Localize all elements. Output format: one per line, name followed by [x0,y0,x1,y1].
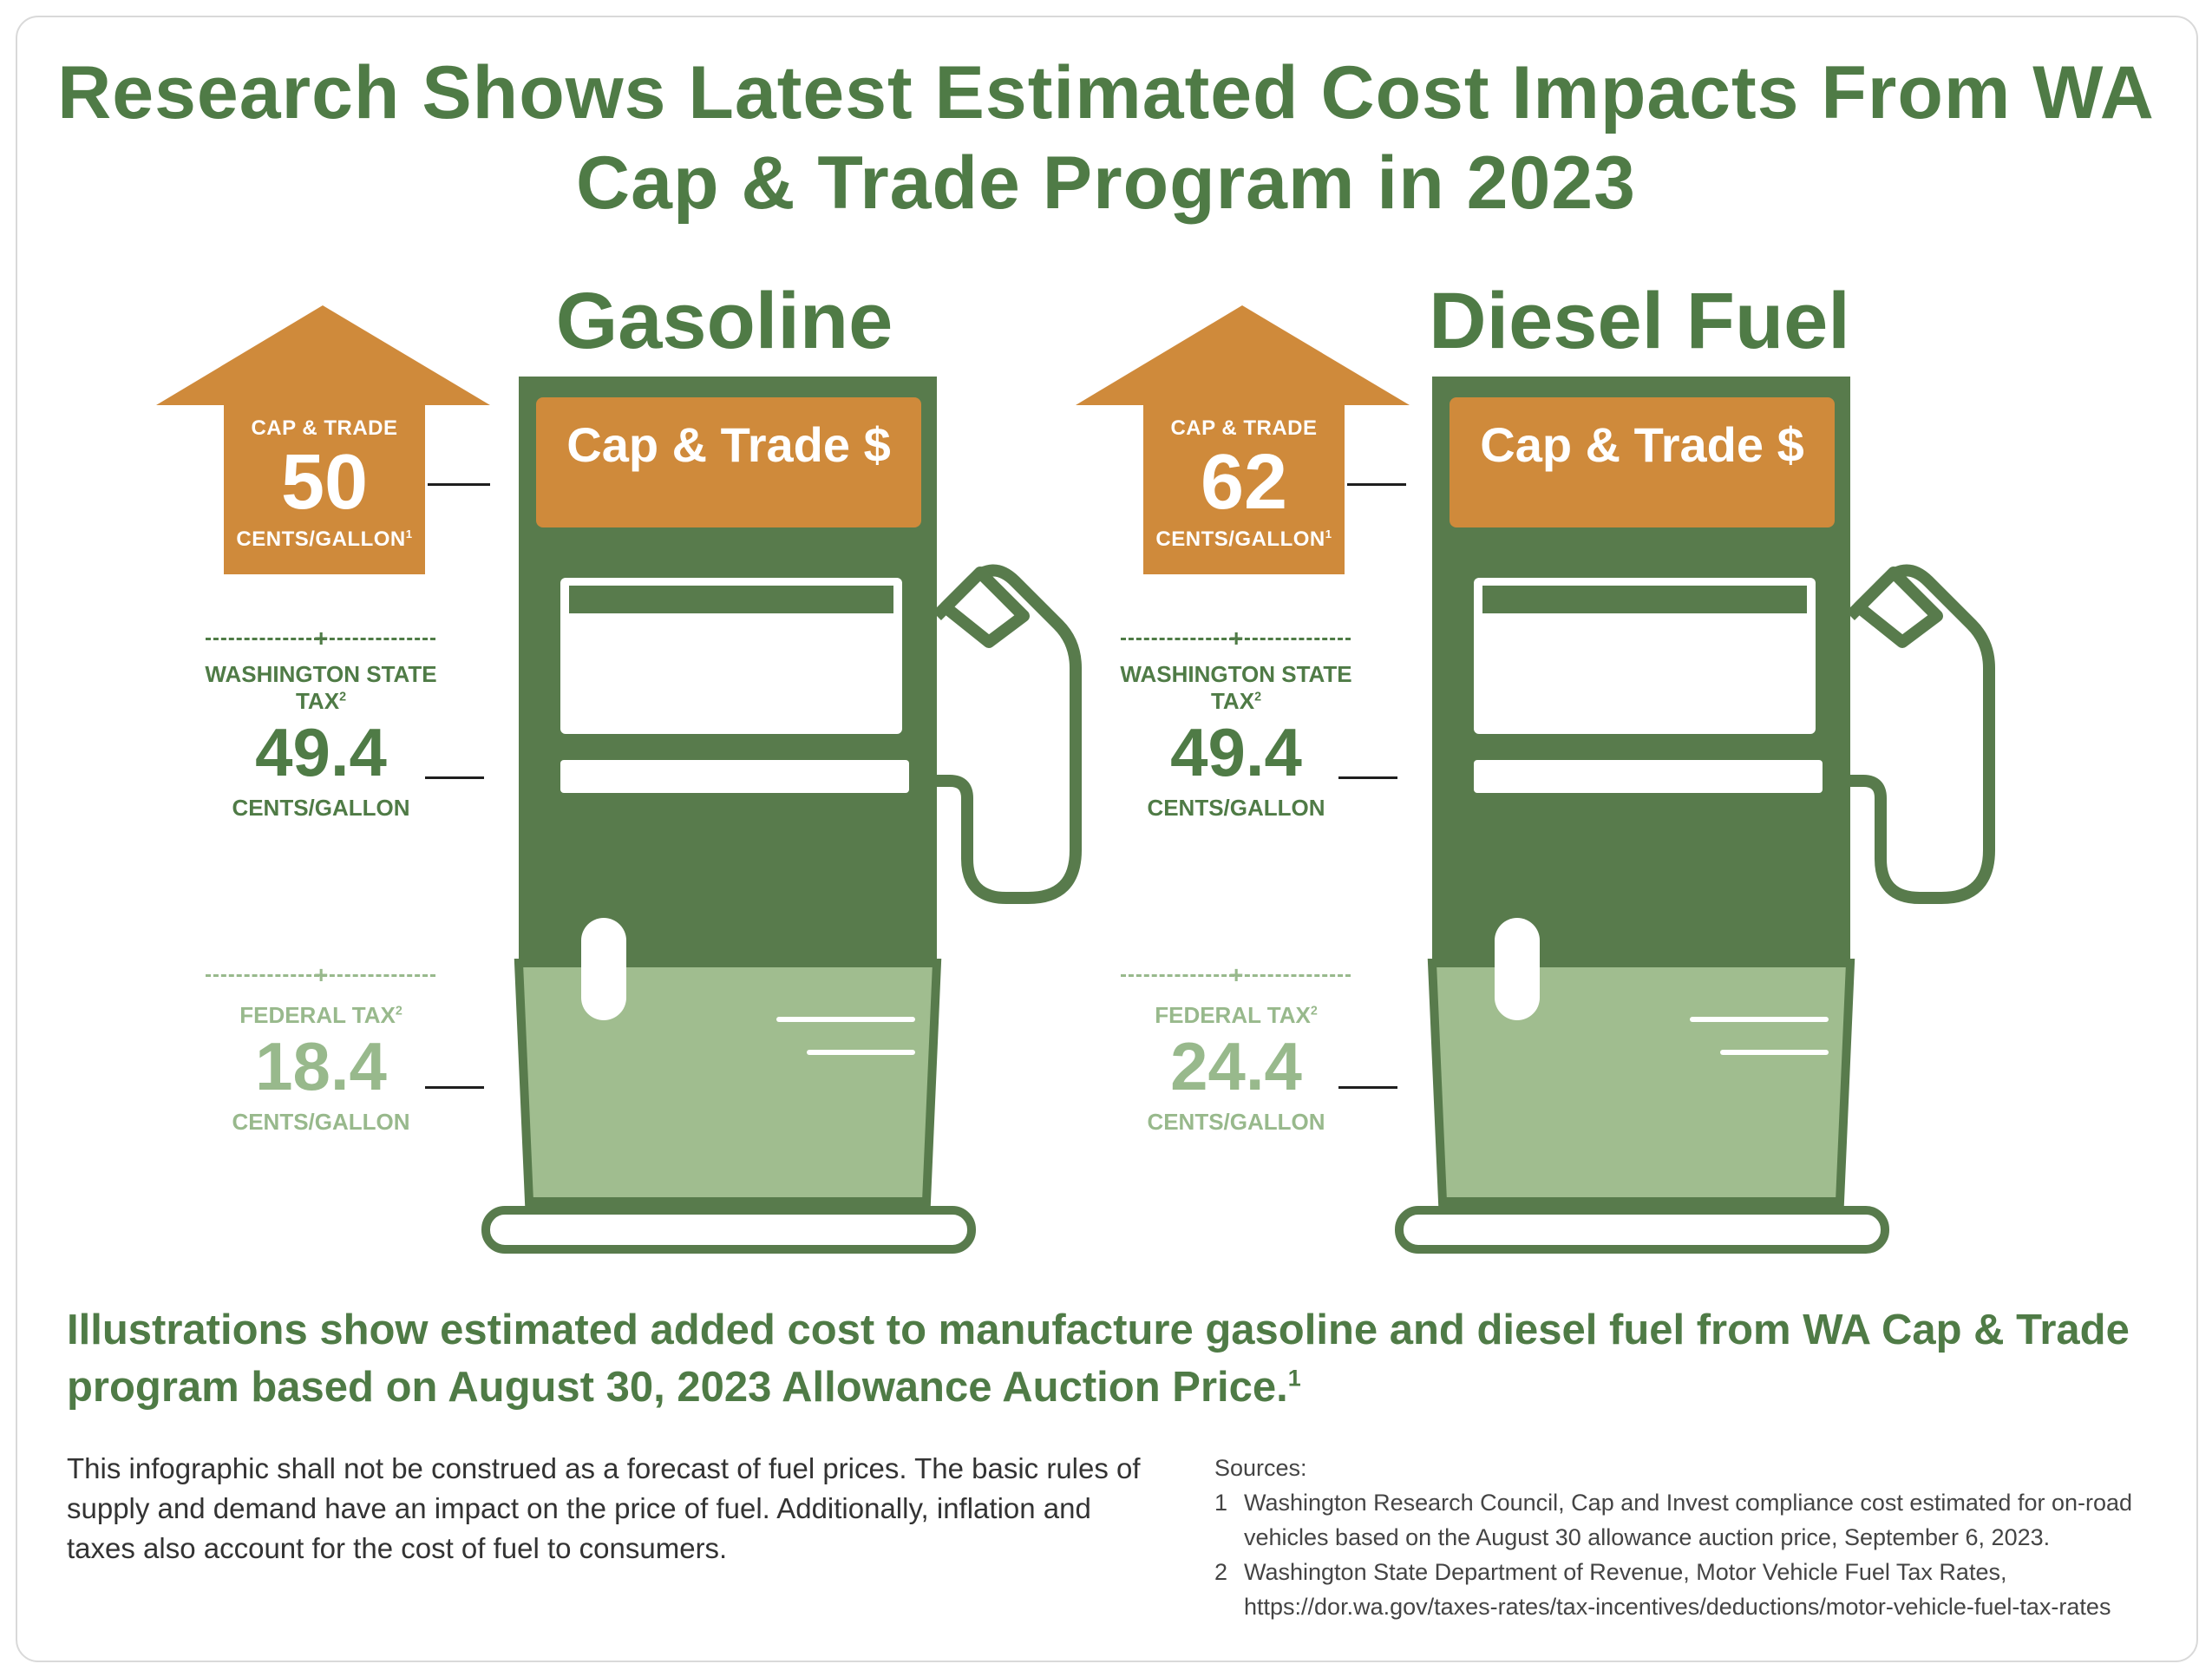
gasoline-state-divider [206,638,435,640]
diesel-cap-trade-heading: CAP & TRADE [1170,416,1318,440]
gasoline-state-plus: + [314,625,329,652]
gasoline-federal-heading: FEDERAL TAX2 [239,1002,402,1028]
diesel-cap-trade-footnote: 1 [1325,527,1332,540]
diesel-federal-divider [1121,974,1351,977]
diesel-federal-tick [1338,1086,1397,1089]
source-item: 2 Washington State Department of Revenue… [1214,1559,2111,1620]
gasoline-pump-icon [481,377,1082,1254]
gasoline-up-arrow-icon [156,305,490,574]
gasoline-federal-plus: + [314,961,329,988]
gasoline-state-value: 49.4 [255,714,387,790]
diesel-federal-plus: + [1229,961,1244,988]
diesel-title: Diesel Fuel [1429,277,1850,365]
diesel-cap-trade-value: 62 [1200,439,1288,526]
diesel-federal-value: 24.4 [1170,1028,1302,1104]
diesel-state-plus: + [1229,625,1244,652]
sources-list: Sources: 1 Washington Research Council, … [1214,1451,2151,1624]
gasoline-cap-trade-footnote: 1 [405,527,413,540]
diesel-state-value: 49.4 [1170,714,1302,790]
diesel-state-tick [1338,776,1397,779]
diesel-state-heading: WASHINGTON STATE TAX2 [1120,661,1352,714]
gasoline-state-tick [425,776,484,779]
gasoline-federal-value: 18.4 [255,1028,387,1104]
diesel-pump-icon [1395,377,1995,1254]
diesel-cap-trade-tick [1347,483,1406,486]
diesel-screen-label: Cap & Trade $ [1480,417,1804,472]
summary-heading: Illustrations show estimated added cost … [67,1307,2130,1411]
gasoline-screen-label: Cap & Trade $ [566,417,891,472]
diesel-state-divider [1121,638,1351,640]
gasoline-federal-divider [206,974,435,977]
main-title: Research Shows Latest Estimated Cost Imp… [57,51,2155,225]
diesel-federal-unit: CENTS/GALLON [1147,1109,1325,1135]
diesel-federal-heading: FEDERAL TAX2 [1155,1002,1318,1028]
gasoline-title: Gasoline [555,277,893,365]
gasoline-cap-trade-tick [428,483,490,486]
sources-heading: Sources: [1214,1455,1307,1481]
gasoline-cap-trade-value: 50 [280,439,369,526]
source-item: 1 Washington Research Council, Cap and I… [1214,1490,2133,1550]
diesel-up-arrow-icon [1076,305,1410,574]
gasoline-state-unit: CENTS/GALLON [232,795,410,821]
gasoline-state-heading: WASHINGTON STATE TAX2 [205,661,437,714]
gasoline-cap-trade-heading: CAP & TRADE [251,416,398,440]
diesel-cap-trade-unit: CENTS/GALLON [1155,527,1325,551]
gasoline-federal-tick [425,1086,484,1089]
diesel-state-unit: CENTS/GALLON [1147,795,1325,821]
disclaimer-text: This infographic shall not be construed … [67,1452,1141,1564]
gasoline-cap-trade-unit: CENTS/GALLON [236,527,406,551]
gasoline-federal-unit: CENTS/GALLON [232,1109,410,1135]
